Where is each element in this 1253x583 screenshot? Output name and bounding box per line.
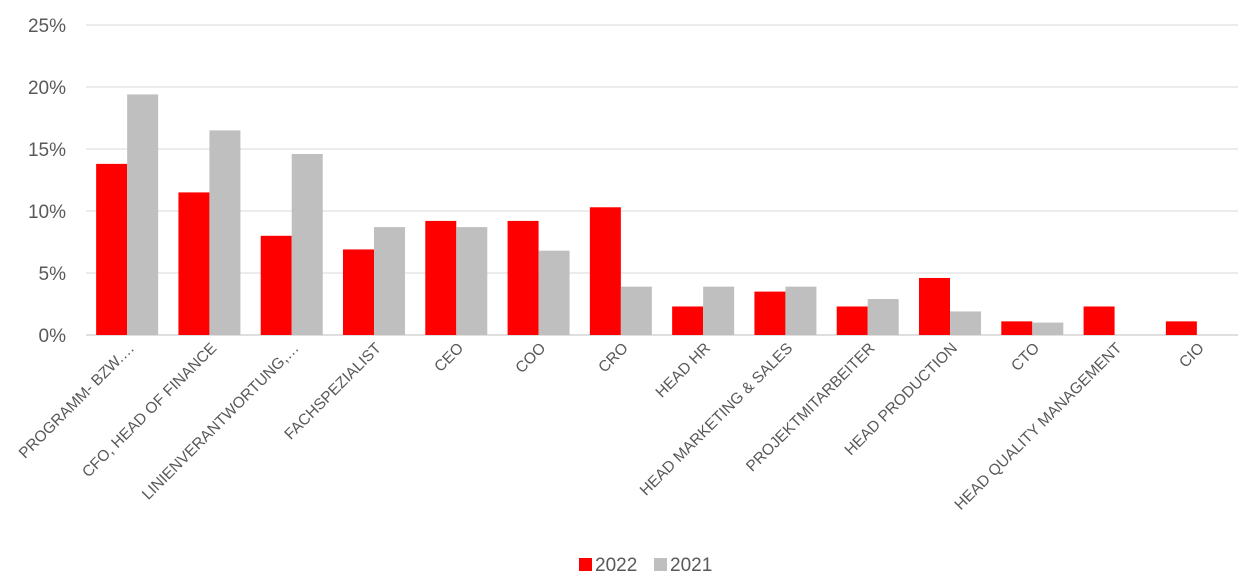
- gridlines: [86, 24, 1238, 336]
- bar-2022-4: [425, 220, 457, 335]
- x-category-label: HEAD HR: [653, 340, 714, 401]
- x-category-label: COO: [512, 340, 549, 377]
- legend-swatch-2021: [654, 558, 667, 571]
- legend-swatch-2022: [579, 558, 592, 571]
- y-tick-label: 25%: [28, 16, 66, 37]
- bar-2022-10: [919, 277, 950, 335]
- y-tick-label: 20%: [28, 78, 66, 99]
- x-category-label: HEAD QUALITY MANAGEMENT: [952, 339, 1126, 513]
- legend-label-2022: 2022: [595, 555, 637, 576]
- bar-2021-6: [620, 286, 652, 335]
- x-category-label: HEAD MARKETING & SALES: [637, 340, 796, 499]
- x-category-label: CEO: [431, 340, 467, 376]
- x-category-label: CFO, HEAD OF FINANCE: [79, 340, 220, 481]
- bar-2021-5: [538, 250, 570, 335]
- legend: 2022 2021: [579, 555, 712, 576]
- bar-2022-5: [507, 220, 539, 335]
- bar-2021-10: [950, 311, 981, 335]
- bar-2022-3: [343, 249, 374, 335]
- bar-2022-7: [672, 306, 704, 335]
- x-category-label: LINIENVERANTWORTUNG,…: [139, 340, 302, 503]
- x-category-label: CTO: [1008, 340, 1043, 375]
- y-tick-label: 15%: [28, 140, 66, 161]
- bar-2021-7: [703, 286, 735, 335]
- y-tick-label: 10%: [28, 202, 66, 223]
- bar-2022-9: [836, 306, 868, 335]
- bar-2022-6: [589, 207, 621, 335]
- x-axis-labels: PROGRAMM- BZW.…CFO, HEAD OF FINANCELINIE…: [16, 339, 1208, 513]
- bar-2021-8: [785, 286, 817, 335]
- y-tick-label: 5%: [39, 264, 67, 285]
- bar-2022-0: [96, 163, 128, 335]
- bars: [96, 94, 1197, 335]
- bar-2022-8: [754, 291, 786, 335]
- bar-2021-3: [374, 227, 405, 335]
- bar-2021-11: [1032, 322, 1064, 335]
- bar-2022-12: [1083, 306, 1115, 335]
- bar-2021-1: [209, 130, 241, 335]
- bar-2021-0: [127, 94, 159, 335]
- legend-label-2021: 2021: [670, 555, 712, 576]
- bar-2022-2: [260, 235, 292, 335]
- x-category-label: CRO: [595, 340, 631, 376]
- bar-2021-2: [291, 153, 323, 335]
- bar-2022-11: [1001, 321, 1033, 335]
- bar-2021-4: [456, 227, 488, 335]
- x-category-label: CIO: [1176, 340, 1208, 372]
- bar-2022-1: [178, 192, 210, 335]
- bar-2022-13: [1165, 321, 1197, 335]
- y-axis-ticks: 0% 5% 10% 15% 20% 25%: [28, 16, 66, 347]
- y-tick-label: 0%: [39, 326, 67, 347]
- bar-2021-9: [867, 299, 899, 335]
